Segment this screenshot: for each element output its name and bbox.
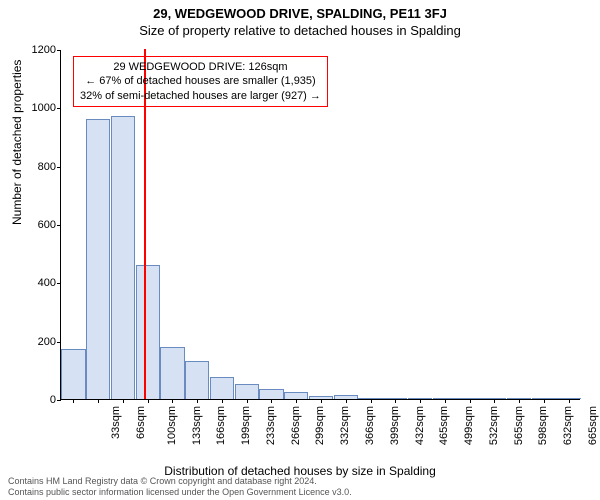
y-tick-label: 800 — [21, 161, 56, 173]
x-tick-label: 598sqm — [537, 406, 549, 445]
histogram-chart: 02004006008001000120033sqm66sqm100sqm133… — [60, 50, 580, 400]
x-tick-label: 399sqm — [389, 406, 401, 445]
plot-area: 02004006008001000120033sqm66sqm100sqm133… — [60, 50, 580, 400]
x-tick-label: 133sqm — [191, 406, 203, 445]
x-tick-label: 532sqm — [488, 406, 500, 445]
y-tick-label: 600 — [21, 219, 56, 231]
x-tick-label: 233sqm — [265, 406, 277, 445]
footer-line-2: Contains public sector information licen… — [8, 487, 352, 498]
callout-line: 32% of semi-detached houses are larger (… — [80, 89, 321, 103]
y-tick-label: 1200 — [21, 44, 56, 56]
x-tick-label: 565sqm — [513, 406, 525, 445]
histogram-bar — [210, 377, 234, 399]
x-tick-label: 632sqm — [562, 406, 574, 445]
y-tick-label: 200 — [21, 336, 56, 348]
histogram-bar — [160, 347, 184, 400]
x-tick-label: 199sqm — [240, 406, 252, 445]
histogram-bar — [86, 119, 110, 399]
y-tick-label: 0 — [21, 394, 56, 406]
histogram-bar — [259, 389, 283, 399]
histogram-bar — [111, 116, 135, 399]
page-subtitle: Size of property relative to detached ho… — [0, 21, 600, 38]
histogram-bar — [185, 361, 209, 399]
histogram-bar — [284, 392, 308, 399]
x-tick-label: 166sqm — [216, 406, 228, 445]
callout-line: ← 67% of detached houses are smaller (1,… — [80, 74, 321, 88]
histogram-bar — [61, 349, 85, 399]
x-tick-label: 100sqm — [166, 406, 178, 445]
x-tick-label: 33sqm — [110, 406, 122, 439]
x-tick-label: 66sqm — [135, 406, 147, 439]
footer-attribution: Contains HM Land Registry data © Crown c… — [8, 476, 352, 498]
page-title: 29, WEDGEWOOD DRIVE, SPALDING, PE11 3FJ — [0, 0, 600, 21]
callout-line: 29 WEDGEWOOD DRIVE: 126sqm — [80, 60, 321, 74]
x-tick-label: 665sqm — [587, 406, 599, 445]
y-tick-label: 1000 — [21, 102, 56, 114]
x-tick-label: 465sqm — [438, 406, 450, 445]
x-tick-label: 332sqm — [339, 406, 351, 445]
property-callout: 29 WEDGEWOOD DRIVE: 126sqm← 67% of detac… — [73, 56, 328, 107]
x-tick-label: 432sqm — [414, 406, 426, 445]
histogram-bar — [136, 265, 160, 399]
x-tick-label: 366sqm — [364, 406, 376, 445]
x-tick-label: 299sqm — [315, 406, 327, 445]
y-axis-label: Number of detached properties — [10, 60, 24, 225]
x-tick-label: 499sqm — [463, 406, 475, 445]
histogram-bar — [235, 384, 259, 399]
footer-line-1: Contains HM Land Registry data © Crown c… — [8, 476, 352, 487]
x-tick-label: 266sqm — [290, 406, 302, 445]
y-tick-label: 400 — [21, 277, 56, 289]
